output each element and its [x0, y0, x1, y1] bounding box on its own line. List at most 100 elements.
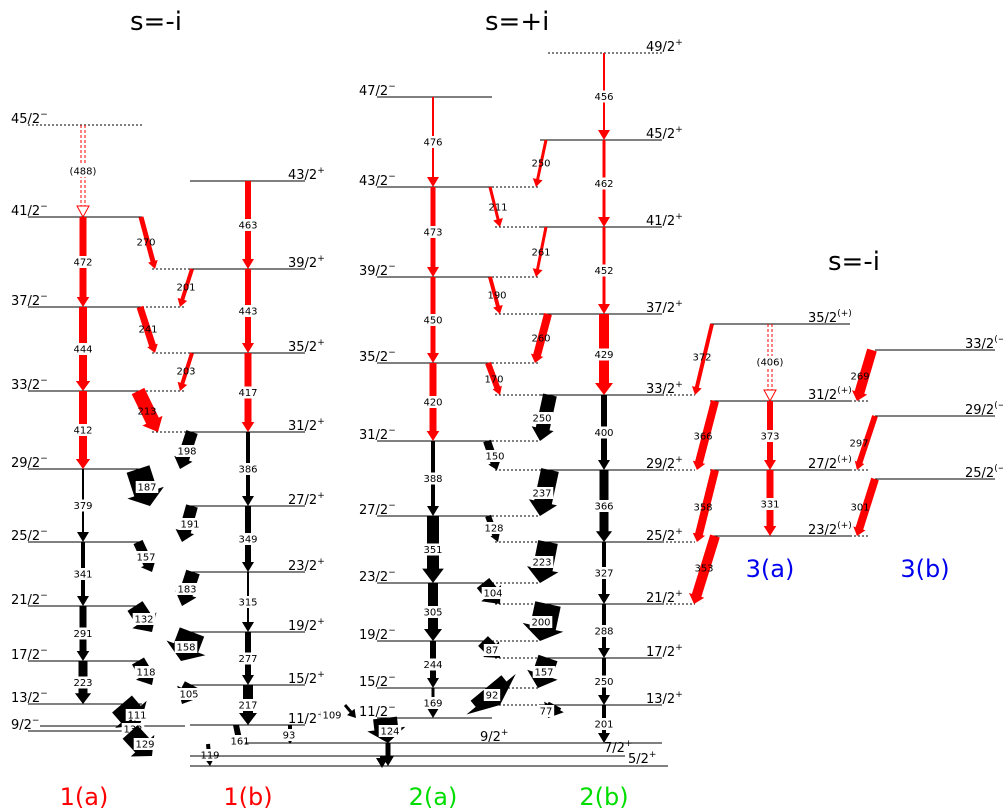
- energy-2b-e2-3-bg: [592, 348, 616, 361]
- arrow-2-m1-5: [485, 361, 502, 395]
- energy-2a-e2-0-bg: [421, 136, 445, 148]
- energy-1b-e2-1: 443: [238, 307, 257, 318]
- energy-2a-e2-7: 244: [423, 660, 442, 671]
- level-label-2b-4: 33/2+: [646, 380, 683, 397]
- energy-2a-e2-1: 473: [423, 228, 442, 239]
- energy-2a-e2-8: 169: [423, 699, 442, 710]
- level-label-2a-1: 43/2−: [359, 172, 396, 189]
- energy-1a-e2-4: 379: [73, 501, 92, 512]
- energy-2a-e2-3: 420: [423, 398, 442, 409]
- header-middle-signature: s=+i: [485, 7, 549, 37]
- energy-2a-e2-4: 388: [423, 474, 442, 485]
- energy-2-m1-10-bg: [530, 556, 554, 568]
- energy-1-m1-9-bg: [175, 583, 199, 595]
- level-label-1b-3: 31/2+: [288, 417, 325, 434]
- energy-1b-e2-4: 349: [238, 535, 257, 546]
- arrow-1-m1-4: [131, 387, 163, 432]
- energy-1a-e2-2-bg: [71, 343, 95, 355]
- energy-2a-e2-5-bg: [421, 543, 445, 556]
- energy-2-m1-9: 128: [484, 524, 503, 535]
- energy-2b-e2-3: 429: [594, 350, 613, 361]
- energy-2b-e2-2-bg: [592, 264, 616, 277]
- level-label-2b-8: 17/2+: [646, 643, 683, 660]
- energy-2-m1-11: 104: [483, 589, 502, 600]
- level-label-1a-5: 25/2−: [11, 527, 48, 544]
- energy-2a-e2-5: 351: [423, 545, 442, 556]
- level-label-2a-6: 23/2−: [359, 568, 396, 585]
- arrow-1-m1-2: [136, 305, 158, 353]
- energy-2a-e2-1-bg: [421, 226, 445, 238]
- energy-1b-e2-5: 315: [238, 598, 257, 609]
- energy-2-m1-6: 250: [532, 414, 551, 425]
- level-label-1b-1: 39/2+: [288, 254, 325, 271]
- energy-1-m1-6: 187: [137, 483, 156, 494]
- energy-2-m1-2: 261: [531, 248, 550, 259]
- level-label-1b-2: 35/2+: [288, 338, 325, 355]
- band-label-4: 3(a): [746, 555, 795, 583]
- energy-2-m1-18-bg: [320, 709, 344, 721]
- arrow-1-m1-1: [177, 268, 194, 307]
- energy-3a-e2-1: 373: [760, 432, 779, 443]
- arrow-2-m1-0: [532, 139, 548, 187]
- level-label-1b-0: 43/2+: [288, 166, 325, 183]
- energy-1a-e2-5: 341: [73, 570, 92, 581]
- energy-1-m1-19-bg: [198, 749, 222, 761]
- energy-3a-e2-2-bg: [758, 498, 782, 510]
- energy-2b-e2-1: 462: [594, 179, 613, 190]
- energy-2b-e2-5: 366: [594, 502, 613, 513]
- energy-2-m1-10: 223: [532, 558, 551, 569]
- energy-2b-e2-7: 288: [594, 627, 613, 638]
- energy-1-m1-13: 105: [179, 690, 198, 701]
- energy-2-m1-8: 237: [532, 489, 551, 500]
- energy-1b-e2-7: 217: [238, 701, 257, 712]
- energy-2-m1-11-bg: [481, 587, 505, 599]
- arrow-2-to-ground-b: [376, 756, 388, 768]
- energy-1-m1-12: 118: [136, 668, 155, 679]
- energy-1-m1-1: 201: [176, 283, 195, 294]
- energy-2-m1-4: 260: [531, 334, 550, 345]
- arrow-3-link-2: [692, 469, 719, 542]
- energy-2b-e2-0: 456: [594, 92, 613, 103]
- energy-1-m1-9: 183: [177, 585, 196, 596]
- energy-1a-e2-1-bg: [71, 256, 95, 268]
- energy-1-m1-2: 241: [138, 325, 157, 336]
- energy-2b-e2-8-bg: [592, 675, 616, 688]
- energy-2b-e2-6: 327: [594, 569, 613, 580]
- energy-1b-e2-6: 277: [238, 654, 257, 665]
- level-label-2a-9: 11/2−: [359, 703, 396, 720]
- energy-1-m1-4: 213: [137, 407, 156, 418]
- energy-2-m1-16: 77: [540, 707, 553, 718]
- energy-2b-e2-0-bg: [592, 90, 616, 103]
- energy-1a-e2-7: 223: [73, 678, 92, 689]
- level-label-2a-7: 19/2−: [359, 626, 396, 643]
- level-label-1b-5: 23/2+: [288, 557, 325, 574]
- energy-1-m1-8: 157: [136, 553, 155, 564]
- energy-2b-e2-8: 250: [594, 677, 613, 688]
- energy-2-m1-8-bg: [530, 487, 554, 499]
- energy-2-m1-13-bg: [483, 644, 501, 656]
- energy-2a-e2-7-bg: [421, 658, 445, 671]
- energy-1-m1-7-bg: [178, 518, 202, 530]
- energy-2b-e2-4-bg: [592, 426, 616, 439]
- arrow-3-link-3: [689, 534, 720, 604]
- energy-3-link-2: 358: [693, 503, 712, 514]
- header-right-signature: s=-i: [828, 247, 880, 277]
- band-label-2: 2(a): [409, 783, 458, 810]
- energy-2a-e2-2-bg: [421, 314, 445, 326]
- level-label-2a-8: 15/2−: [359, 673, 396, 690]
- energy-2-m1-17: 124: [380, 727, 399, 738]
- energy-3-link-6: 301: [850, 503, 869, 514]
- energy-1-m1-6-bg: [135, 481, 159, 493]
- energy-1b-e2-6-bg: [236, 652, 260, 665]
- arrow-2-m1-2: [532, 226, 548, 277]
- energy-1-m1-17-bg: [228, 735, 252, 747]
- energy-1a-e2-0-bg: [65, 165, 101, 177]
- level-label-2b-0: 49/2+: [646, 38, 683, 55]
- energy-2-m1-14-bg: [532, 666, 556, 678]
- energy-1-m1-16: 129: [135, 740, 154, 751]
- energy-2a-e2-0: 476: [423, 138, 442, 149]
- energy-1-m1-18: 93: [283, 731, 296, 742]
- level-label-1a-1: 41/2−: [11, 202, 48, 219]
- level-label-1b-8: 11/2+: [288, 710, 325, 727]
- band-label-0: 1(a): [60, 783, 109, 810]
